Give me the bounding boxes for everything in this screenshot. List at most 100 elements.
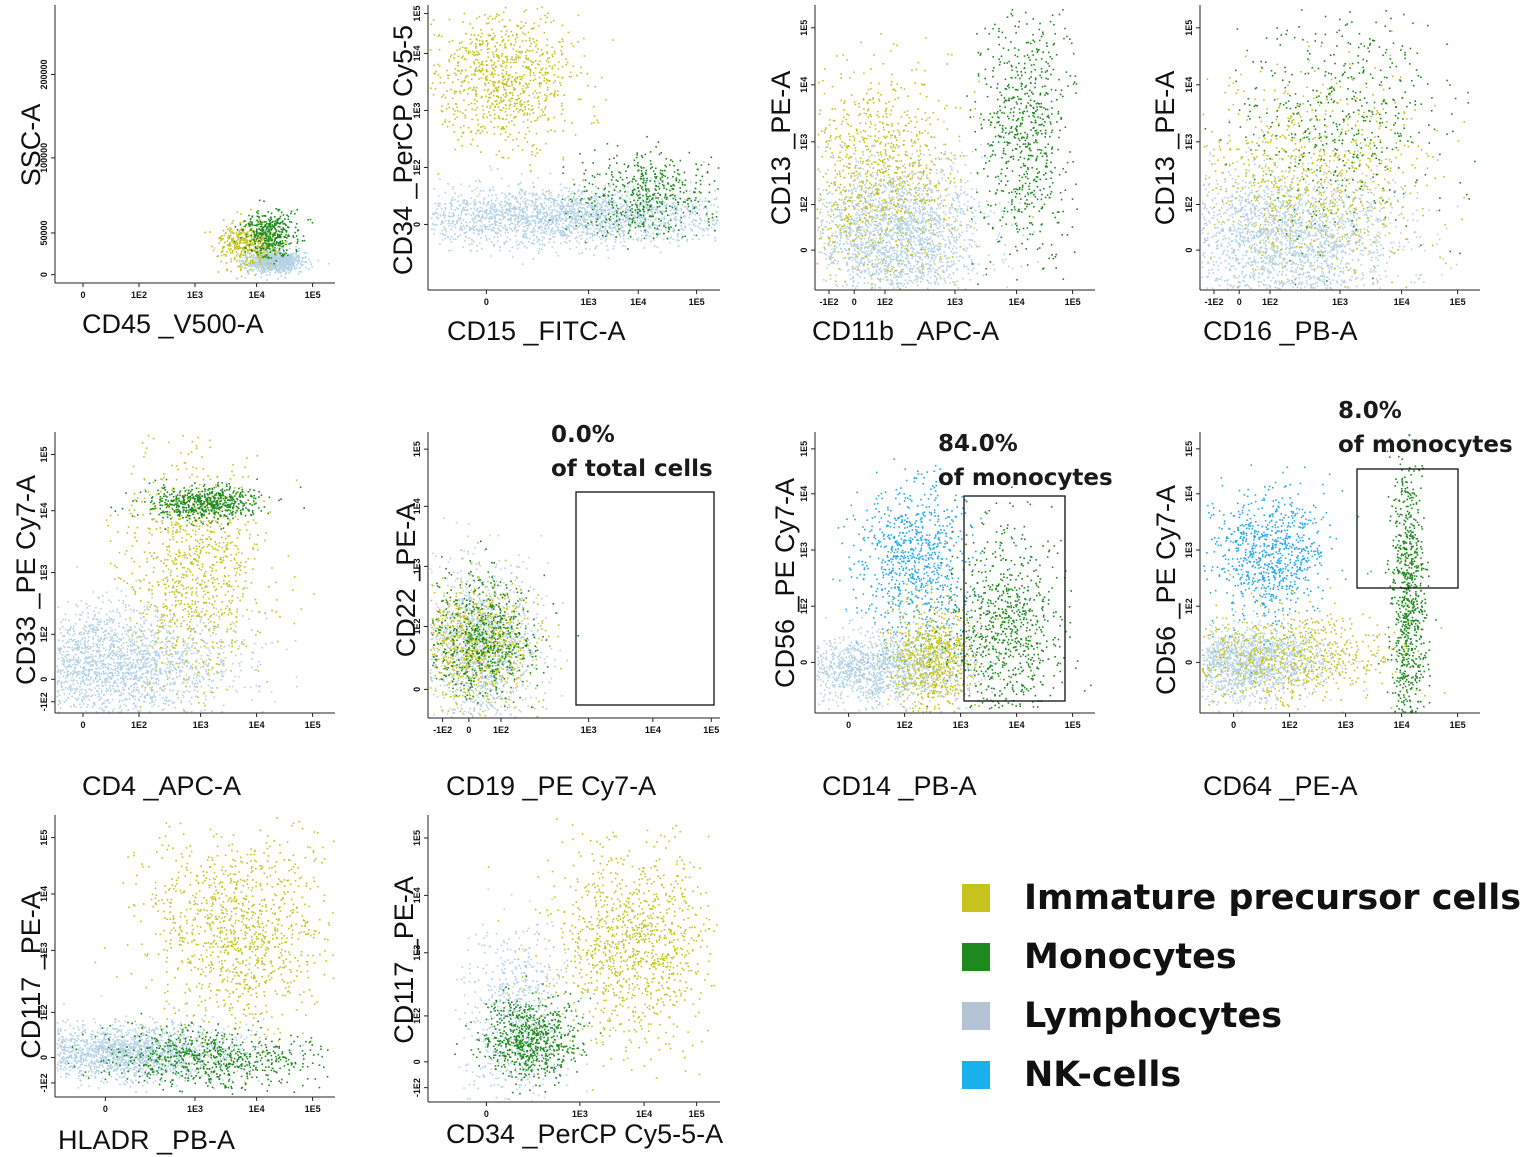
data-point [564,205,566,208]
data-point [441,123,444,126]
data-point [249,223,251,225]
data-point [583,224,586,227]
data-point [674,217,677,220]
data-point [655,224,658,227]
data-point [534,229,537,232]
data-point [454,110,456,112]
data-point [591,196,594,199]
data-point [522,214,525,217]
data-point [616,211,618,214]
data-point [610,207,612,209]
data-point [269,248,272,251]
data-point [279,258,281,260]
data-point [235,247,238,250]
data-point [289,257,292,260]
data-point [587,232,590,235]
data-point [262,256,264,259]
data-point [677,181,680,184]
data-point [684,226,686,228]
data-point [277,210,280,212]
data-point [644,218,646,221]
data-point [509,114,512,116]
data-point [708,217,711,220]
data-point [250,252,252,254]
data-point [547,86,549,89]
data-point [464,213,467,215]
data-point [649,235,651,238]
data-point [540,226,543,229]
data-point [240,237,242,239]
data-point [509,205,511,208]
data-point [626,176,628,179]
data-point [713,180,716,182]
data-point [480,229,483,231]
data-point [451,39,454,42]
data-point [235,251,238,253]
data-point [510,30,512,33]
data-point [635,223,637,226]
data-point [239,223,242,226]
data-point [492,56,495,58]
data-point [599,206,602,209]
data-point [521,103,524,106]
data-point [529,69,532,71]
data-point [595,198,597,201]
data-point [284,266,287,268]
data-point [583,197,586,200]
data-point [528,130,531,133]
data-point [565,212,567,215]
data-point [706,215,708,218]
data-point [464,77,467,79]
data-point [242,259,244,262]
data-point [568,228,570,231]
data-point [622,231,625,234]
data-point [643,179,645,182]
data-point [289,271,292,273]
data-point [454,148,457,151]
data-point [440,110,443,112]
data-point [521,215,524,218]
data-point [615,204,618,207]
data-point [708,191,711,194]
data-point [534,204,537,206]
data-point [571,221,573,224]
data-point [512,208,514,210]
data-point [531,199,533,202]
data-point [276,257,278,259]
data-point [609,185,611,188]
data-point [242,228,244,230]
data-point [240,259,243,262]
data-point [507,157,510,159]
data-point [553,93,556,95]
data-point [251,222,253,225]
data-point [631,191,634,194]
data-point [546,44,548,46]
data-point [467,50,470,52]
data-point [462,55,464,58]
data-point [613,204,615,207]
data-point [501,19,504,21]
data-point [282,253,284,256]
data-point [463,80,465,83]
data-point [243,233,246,235]
data-point [611,171,613,173]
data-point [627,218,629,220]
data-point [504,139,507,141]
data-point [660,223,662,225]
data-point [501,211,503,213]
data-point [459,227,461,229]
data-point [470,208,472,210]
data-point [244,250,247,253]
data-point [441,207,443,210]
data-point [643,231,645,233]
data-point [471,218,474,221]
data-point [615,216,618,218]
data-point [647,188,649,190]
data-point [464,116,467,119]
data-point [514,77,517,79]
data-point [578,222,580,225]
data-point [541,6,543,9]
data-point [258,242,260,244]
data-point [551,215,553,217]
data-point [508,227,511,229]
